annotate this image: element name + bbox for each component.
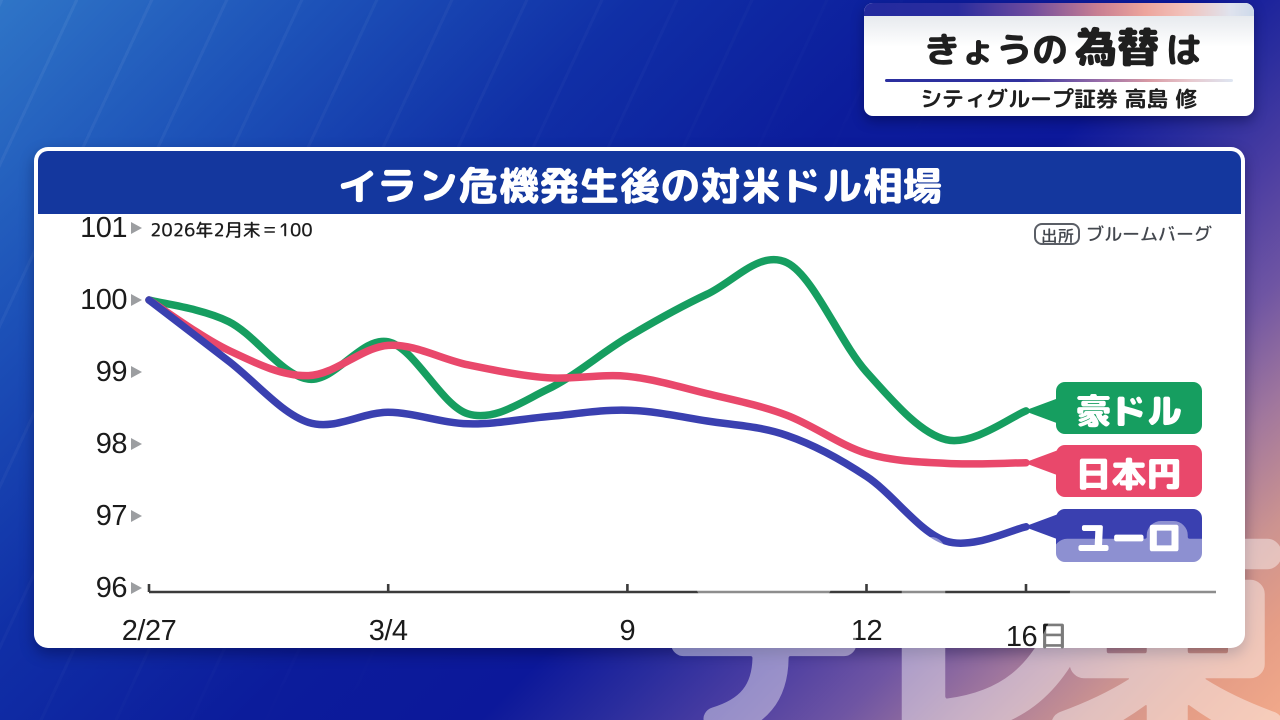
jpy-glyph bbox=[1079, 457, 1180, 491]
chart-note: 2026年2月末＝100 bbox=[150, 217, 313, 242]
legend-callout-eur: ユーロ bbox=[1056, 509, 1202, 562]
source-label-badge: 出所 bbox=[1034, 223, 1080, 245]
program-title-card: きょうの 為替 は シティグループ証券 高島 修 bbox=[863, 2, 1254, 116]
y-tick-pointer-icon bbox=[131, 509, 142, 522]
y-tick-pointer-icon bbox=[131, 293, 142, 306]
y-tick-label: 98 bbox=[95, 428, 128, 460]
y-tick-label: 99 bbox=[95, 356, 128, 388]
shusho-glyph bbox=[1042, 227, 1073, 243]
day-unit-glyph bbox=[1043, 623, 1065, 649]
x-tick-label: 12 bbox=[850, 615, 883, 647]
sub-glyph bbox=[922, 87, 1197, 109]
chart-title: イラン危機発生後の対米ドル相場 bbox=[337, 157, 943, 213]
y-tick-label: 100 bbox=[80, 284, 127, 316]
head-glyph bbox=[340, 166, 941, 204]
y-tick-label: 97 bbox=[95, 500, 128, 532]
program-subtitle: シティグループ証券 高島 修 bbox=[920, 83, 1197, 114]
kawase-glyph bbox=[1075, 27, 1159, 67]
chart-title-bar: イラン危機発生後の対米ドル相場 bbox=[38, 151, 1241, 214]
program-title-part-1 bbox=[924, 24, 1068, 74]
y-tick-pointer-icon bbox=[131, 221, 142, 234]
y-tick-label: 101 bbox=[80, 212, 127, 244]
src-glyph bbox=[1087, 224, 1212, 241]
aud-glyph bbox=[1077, 393, 1181, 427]
title-card-gradient-bar bbox=[863, 2, 1254, 16]
y-tick-pointer-icon bbox=[131, 581, 142, 594]
y-tick-label: 96 bbox=[95, 572, 128, 604]
eur-glyph bbox=[1078, 524, 1179, 552]
x-tick-label: 16 bbox=[977, 615, 1097, 656]
x-tick-label: 2/27 bbox=[121, 615, 177, 647]
source-name: ブルームバーグ bbox=[1086, 221, 1212, 246]
y-tick-pointer-icon bbox=[131, 365, 142, 378]
x-tick-label: 9 bbox=[619, 615, 636, 647]
legend-callout-aud: 豪ドル bbox=[1056, 382, 1202, 434]
program-title-part-2 bbox=[1074, 17, 1160, 76]
ha-glyph bbox=[1168, 34, 1200, 65]
y-tick-pointer-icon bbox=[131, 437, 142, 450]
kyou-glyph bbox=[927, 33, 1066, 65]
x-tick-label: 3/4 bbox=[368, 615, 408, 647]
program-title-part-3 bbox=[1166, 24, 1202, 74]
title-underline bbox=[885, 78, 1233, 82]
note-glyph bbox=[151, 221, 312, 238]
legend-callout-jpy: 日本円 bbox=[1056, 445, 1202, 497]
